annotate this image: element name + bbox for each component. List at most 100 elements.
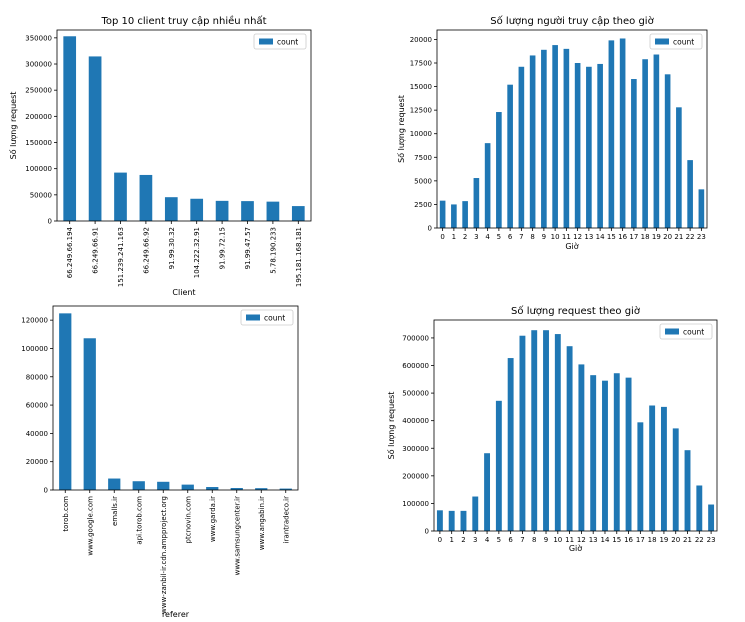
x-tick-label: 14 (596, 233, 605, 241)
x-tick-label: 17 (629, 233, 638, 241)
x-tick-label: 20 (663, 233, 672, 241)
x-tick-label: 5.78.190.233 (269, 227, 277, 274)
x-tick-label: 66.249.66.194 (66, 226, 74, 278)
bar-6 (507, 358, 514, 531)
bar-104.222.32.91 (190, 198, 204, 221)
y-tick-label: 2500 (414, 201, 432, 209)
x-tick-label: 21 (683, 536, 692, 544)
legend-swatch (246, 314, 260, 321)
bar-12 (578, 364, 585, 531)
y-tick-label: 120000 (21, 317, 48, 325)
bar-6 (507, 84, 513, 228)
legend-label: count (673, 38, 694, 47)
bar-www.google.com (83, 338, 96, 490)
x-tick-label: 21 (674, 233, 683, 241)
y-tick-label: 400000 (402, 417, 429, 425)
bar-irantradeco.ir (279, 488, 292, 490)
bar-www.garda.ir (206, 487, 219, 490)
y-tick-label: 150000 (25, 139, 52, 147)
chart-title: Số lượng người truy cập theo giờ (490, 15, 654, 27)
y-tick-label: 500000 (402, 390, 429, 398)
bar-torob.com (59, 313, 72, 490)
bar-1 (451, 204, 457, 228)
bar-4 (484, 453, 491, 531)
bar-api.torob.com (132, 481, 145, 490)
y-tick-label: 12500 (410, 107, 432, 115)
bar-15 (613, 373, 620, 531)
x-tick-label: 0 (438, 536, 442, 544)
x-tick-label: 20 (671, 536, 680, 544)
y-tick-label: 20000 (410, 36, 432, 44)
y-tick-label: 0 (48, 218, 52, 226)
x-tick-label: 66.249.66.91 (92, 227, 100, 274)
chart-title: Top 10 client truy cập nhiều nhất (100, 15, 266, 27)
x-tick-label: emalls.ir (111, 496, 119, 526)
y-tick-label: 15000 (410, 83, 432, 91)
bar-18 (642, 59, 648, 228)
y-tick-label: 5000 (414, 177, 432, 185)
x-tick-label: www.google.com (86, 496, 94, 556)
bar-195.181.168.181 (291, 206, 305, 221)
y-tick-label: 100000 (21, 345, 48, 353)
bar-21 (684, 450, 691, 531)
x-tick-label: 3 (474, 233, 478, 241)
x-tick-label: 6 (508, 536, 513, 544)
legend: count (253, 33, 307, 50)
x-tick-label: 7 (520, 536, 524, 544)
bar-7 (518, 66, 525, 229)
bar-3 (472, 496, 479, 531)
chart-3: 0 20000 40000 60000 80000 100000 120000 torob.c… (21, 305, 299, 619)
y-tick-label: 600000 (402, 362, 429, 370)
x-tick-label: 4 (485, 536, 490, 544)
y-tick-label: 700000 (402, 334, 429, 342)
x-tick-label: 23 (707, 536, 716, 544)
x-tick-label: 9 (544, 536, 548, 544)
x-tick-label: 17 (636, 536, 645, 544)
y-tick-label: 0 (425, 528, 429, 536)
y-tick-label: 250000 (25, 87, 52, 95)
x-tick-label: 5 (497, 233, 501, 241)
x-tick-label: 11 (562, 233, 571, 241)
x-tick-label: www-zanbil-ir.cdn.ampproject.org (160, 496, 168, 614)
bar-16 (619, 38, 626, 228)
legend-swatch (665, 328, 679, 335)
bar-9 (543, 330, 549, 531)
x-tick-label: irantradeco.ir (282, 496, 290, 543)
x-tick-label: api.torob.com (135, 496, 143, 545)
bar-2 (462, 201, 468, 228)
x-tick-label: 3 (473, 536, 477, 544)
x-tick-label: 19 (659, 536, 668, 544)
bar-15 (608, 40, 615, 228)
x-tick-label: 22 (695, 536, 704, 544)
x-tick-label: 2 (461, 536, 465, 544)
y-tick-label: 0 (428, 225, 432, 233)
y-tick-label: 20000 (26, 458, 48, 466)
legend-box (649, 33, 703, 50)
y-tick-label: 300000 (25, 61, 52, 69)
bar-151.239.241.163 (114, 172, 127, 221)
bar-19 (660, 406, 667, 531)
x-tick-label: www.samsungcenter.ir (233, 496, 241, 576)
legend-label: count (683, 328, 704, 337)
x-tick-label: 15 (612, 536, 621, 544)
y-axis-label: Số lượng request (8, 92, 18, 160)
legend-swatch (259, 38, 273, 45)
plot-frame (56, 29, 312, 222)
x-tick-label: 91.99.30.32 (168, 227, 176, 269)
x-axis-label: Giờ (569, 543, 582, 553)
bar-8 (531, 330, 538, 531)
y-axis-label: Số lượng request (386, 392, 396, 460)
bar-23 (708, 504, 715, 531)
bar-www.angabin.ir (255, 488, 268, 490)
x-tick-label: 13 (589, 536, 598, 544)
bar-19 (653, 54, 660, 229)
x-tick-label: 1 (449, 536, 453, 544)
x-tick-label: torob.com (62, 496, 70, 532)
legend: count (240, 309, 294, 326)
x-tick-label: 10 (551, 233, 560, 241)
bar-20 (672, 428, 679, 531)
x-tick-label: 23 (697, 233, 706, 241)
x-tick-label: 12 (577, 536, 586, 544)
bar-1 (448, 510, 455, 531)
